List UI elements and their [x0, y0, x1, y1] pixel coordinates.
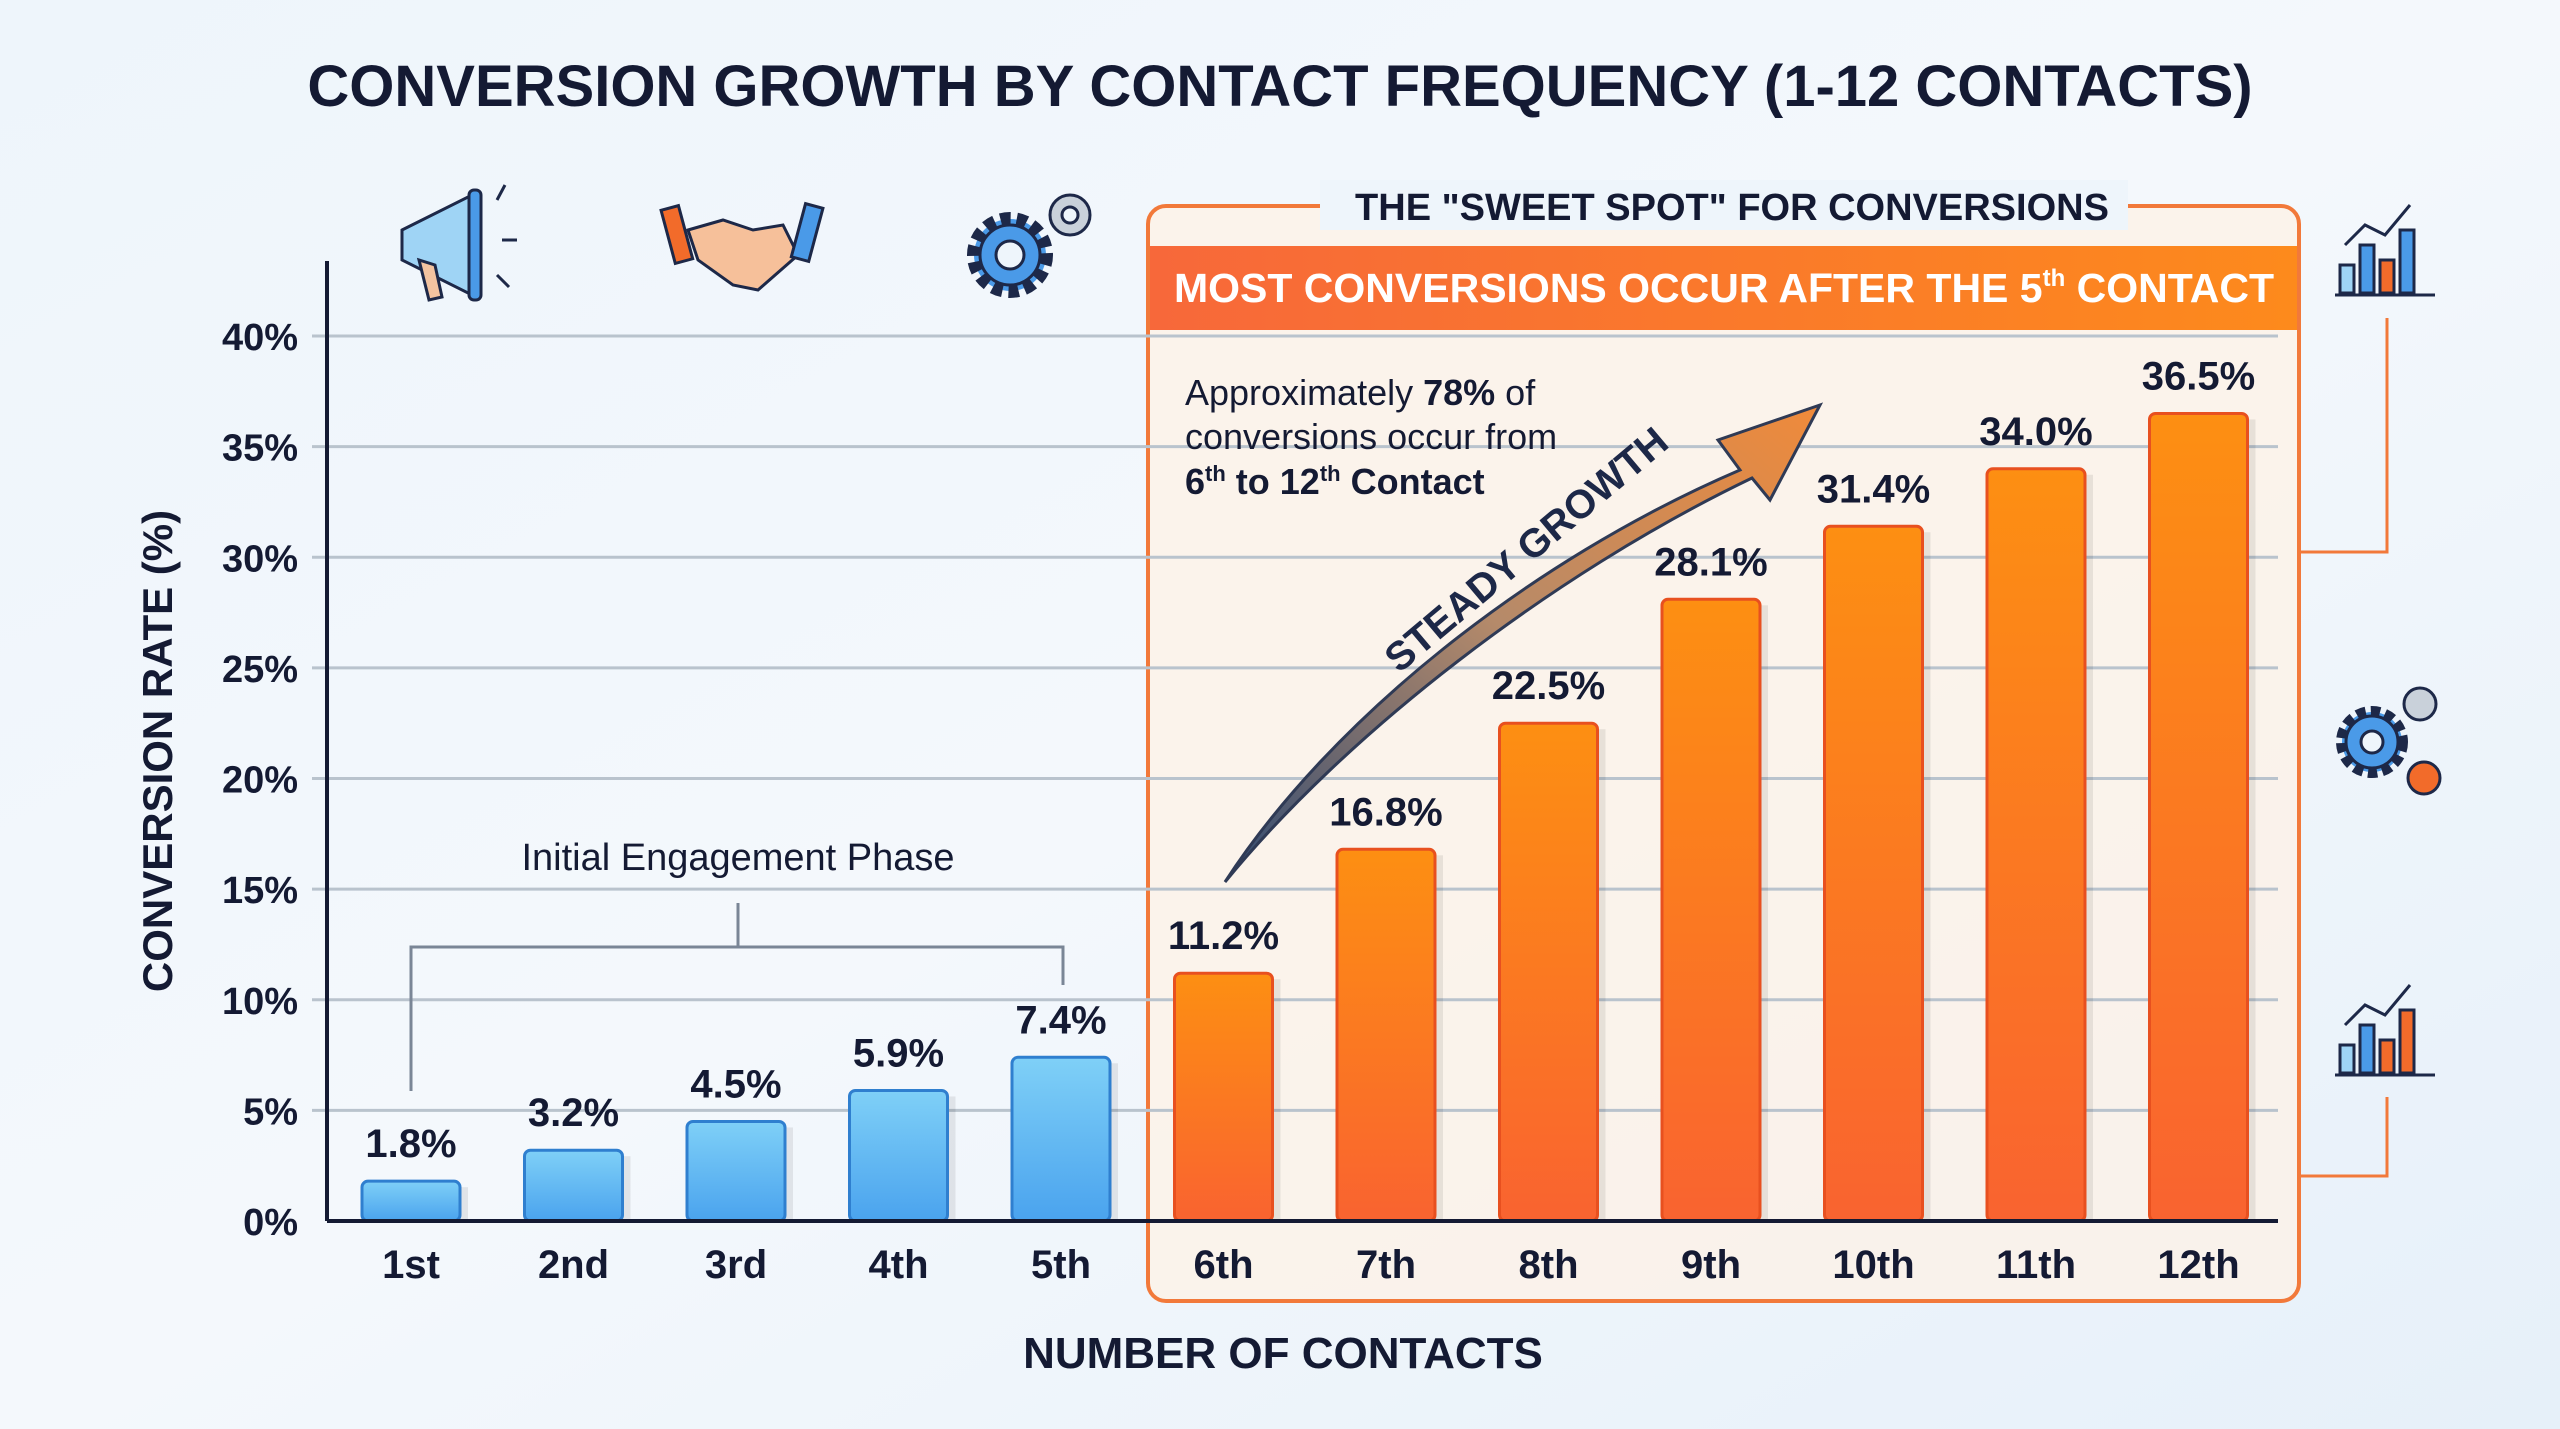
steady-growth-arrow	[1223, 402, 1824, 883]
y-tick-label: 25%	[222, 649, 298, 691]
value-label: 11.2%	[1168, 914, 1279, 958]
sweet-spot-note: Approximately 78% of conversions occur f…	[1185, 372, 1567, 502]
x-tick-label: 1st	[382, 1243, 440, 1287]
megaphone-icon	[400, 184, 517, 302]
value-label: 36.5%	[2142, 354, 2255, 398]
bar-1st	[360, 1179, 462, 1223]
bar-chart-icon	[2335, 984, 2435, 1077]
y-tick-label: 20%	[222, 760, 298, 802]
x-tick-label: 3rd	[705, 1243, 767, 1287]
initial-phase-label: Initial Engagement Phase	[521, 837, 954, 879]
value-label: 28.1%	[1654, 540, 1767, 584]
bar-8th	[1498, 721, 1599, 1223]
bar-2nd	[523, 1148, 624, 1223]
bar-11th	[1985, 467, 2087, 1223]
chart-title: CONVERSION GROWTH BY CONTACT FREQUENCY (…	[307, 54, 2252, 119]
bar-chart-icon	[2335, 204, 2435, 297]
x-tick-label: 10th	[1832, 1243, 1914, 1287]
gears-icon	[967, 193, 1092, 298]
y-axis-label: CONVERSION RATE (%)	[134, 510, 181, 992]
gears-icon	[2336, 686, 2442, 796]
y-tick-label: 40%	[222, 317, 298, 359]
bar-10th	[1823, 524, 1924, 1223]
sweet-spot-title: THE "SWEET SPOT" FOR CONVERSIONS	[1355, 187, 2109, 229]
sweet-spot-title-bg	[1320, 180, 2128, 230]
y-tick-label: 5%	[243, 1091, 298, 1133]
connector-line	[2299, 318, 2389, 1178]
x-tick-label: 8th	[1519, 1243, 1579, 1287]
initial-phase-bracket	[409, 903, 1065, 1091]
bar-5th	[1010, 1055, 1112, 1223]
x-tick-label: 4th	[869, 1243, 929, 1287]
value-label: 3.2%	[528, 1091, 619, 1135]
value-label: 34.0%	[1979, 410, 2092, 454]
value-label: 1.8%	[365, 1122, 456, 1166]
value-label: 16.8%	[1329, 790, 1442, 834]
handshake-icon	[659, 201, 825, 292]
value-label: 7.4%	[1015, 998, 1106, 1042]
x-axis-label: NUMBER OF CONTACTS	[1023, 1329, 1543, 1378]
value-label: 5.9%	[853, 1031, 944, 1075]
x-tick-label: 12th	[2157, 1243, 2239, 1287]
value-label: 31.4%	[1817, 467, 1930, 511]
sweet-spot-banner-text: MOST CONVERSIONS OCCUR AFTER THE 5th CON…	[1174, 265, 2274, 311]
bar-7th	[1335, 847, 1437, 1223]
y-tick-label: 35%	[222, 428, 298, 470]
bar-3rd	[685, 1119, 787, 1223]
bar-6th	[1173, 971, 1274, 1223]
value-label: 22.5%	[1492, 664, 1605, 708]
x-tick-label: 7th	[1356, 1243, 1416, 1287]
y-tick-label: 30%	[222, 538, 298, 580]
bar-12th	[2148, 411, 2249, 1223]
x-tick-label: 2nd	[538, 1243, 609, 1287]
x-tick-label: 6th	[1194, 1243, 1254, 1287]
y-tick-label: 0%	[243, 1202, 298, 1244]
sweet-spot-banner	[1150, 246, 2297, 330]
x-tick-label: 11th	[1996, 1243, 2076, 1287]
x-tick-label: 5th	[1031, 1243, 1091, 1287]
bar-4th	[848, 1088, 949, 1223]
x-tick-label: 9th	[1681, 1243, 1741, 1287]
bar-9th	[1660, 597, 1762, 1223]
y-tick-label: 15%	[222, 870, 298, 912]
value-label: 4.5%	[690, 1062, 781, 1106]
y-tick-label: 10%	[222, 981, 298, 1023]
